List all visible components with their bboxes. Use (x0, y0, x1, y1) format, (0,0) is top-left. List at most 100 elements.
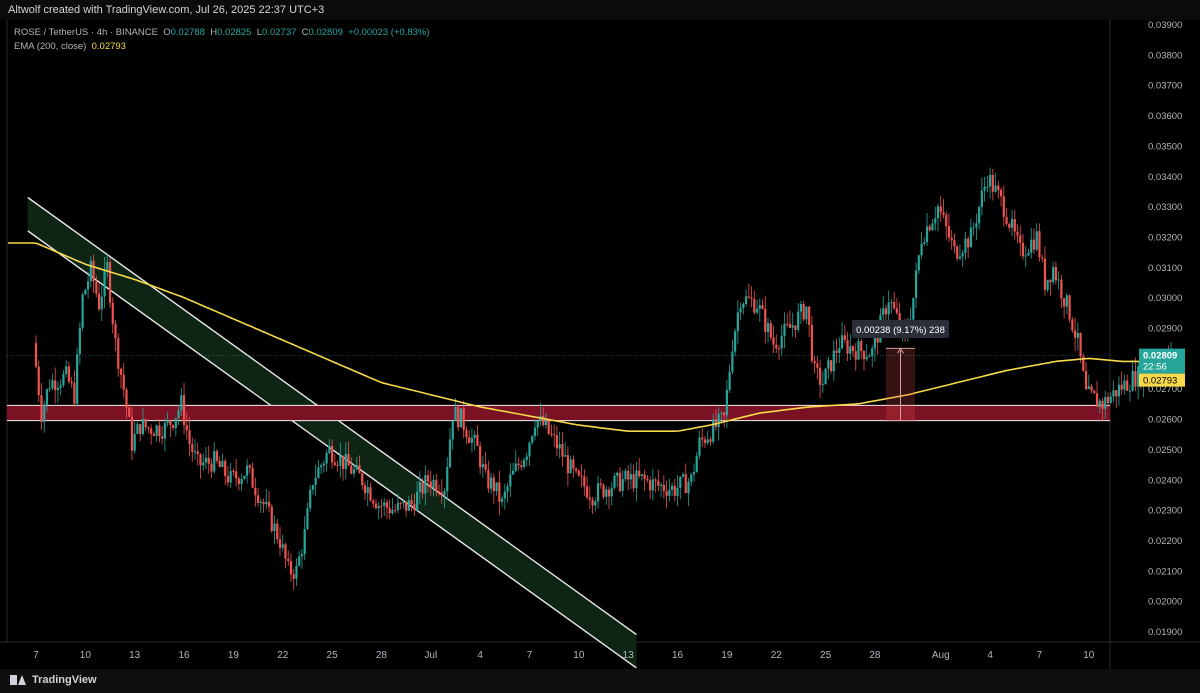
candle-body (695, 455, 698, 473)
candle-body (816, 363, 819, 368)
candle-body (210, 463, 213, 472)
candle-body (684, 474, 687, 494)
candle-body (994, 185, 997, 192)
candle-body (1076, 332, 1079, 338)
candle-body (1120, 384, 1123, 390)
candle-body (161, 436, 164, 439)
candle-body (196, 451, 199, 455)
resistance-zone[interactable] (7, 355, 1110, 422)
candle-body (865, 356, 868, 360)
candle-body (407, 500, 410, 511)
candle-body (588, 497, 591, 500)
tradingview-logo[interactable]: TradingView (10, 674, 97, 686)
candle-body (871, 348, 874, 357)
y-tick-label: 0.03500 (1148, 141, 1182, 152)
candle-body (698, 437, 701, 456)
candle-body (152, 433, 155, 436)
candle-body (169, 420, 172, 426)
top-bar: Altwolf created with TradingView.com, Ju… (0, 0, 1200, 20)
candle-body (440, 492, 443, 496)
candle-body (465, 429, 468, 438)
price-chart[interactable]: 0.00238 (9.17%) 238 0.03900 0.03800 0.0370… (0, 0, 1200, 669)
candle-body (725, 389, 728, 416)
ema-line (8, 242, 1176, 433)
candle-body (632, 474, 635, 489)
candle-body (643, 474, 646, 480)
candle-body (446, 467, 449, 492)
candle-body (555, 435, 559, 449)
candle-body (246, 465, 249, 476)
candle-body (967, 238, 970, 248)
x-tick-label: 22 (771, 650, 783, 661)
candle-body (764, 308, 767, 332)
candle-body (561, 444, 564, 457)
y-tick-label: 0.03800 (1148, 50, 1182, 61)
candle-body (772, 337, 775, 345)
candle-body (355, 465, 358, 470)
y-tick-label: 0.02600 (1148, 415, 1182, 426)
candle-body (591, 499, 594, 506)
candle-body (459, 408, 463, 428)
candle-body (495, 482, 498, 492)
candle-body (339, 455, 342, 466)
candle-body (385, 502, 389, 508)
candle-body (443, 491, 446, 496)
candle-body (569, 459, 572, 474)
candle-body (1021, 242, 1025, 257)
candle-body (928, 226, 931, 231)
candle-body (964, 238, 967, 253)
last-price-tag-value: 0.02809 (1143, 351, 1177, 362)
y-tick-label: 0.02100 (1148, 566, 1182, 577)
price-axis[interactable]: 0.03900 0.03800 0.03700 0.03600 0.03500 0.034… (1148, 20, 1182, 638)
candle-body (868, 356, 871, 358)
candle-body (621, 479, 624, 491)
candle-body (1030, 239, 1033, 253)
y-tick-label: 0.02000 (1148, 597, 1182, 608)
candle-body (544, 420, 548, 426)
last-price-tag (1139, 348, 1185, 374)
candle-body (344, 454, 347, 470)
x-tick-label: 7 (33, 650, 39, 661)
candle-body (490, 477, 493, 489)
candle-body (498, 482, 501, 502)
time-axis[interactable]: 7 10 13 16 19 22 25 28 Jul 4 7 10 13 16 19 22 25 28 Aug 4 7 1… (33, 650, 1095, 661)
legend-symbol[interactable]: ROSE / TetherUS · 4h · BINANCE (14, 27, 158, 38)
candle-body (84, 289, 87, 295)
candle-body (500, 498, 504, 502)
candle-body (292, 574, 295, 579)
candle-body (336, 465, 339, 467)
candle-body (150, 428, 153, 434)
candle-body (624, 470, 627, 480)
descending-channel[interactable] (27, 196, 637, 669)
candle-body (799, 303, 803, 312)
candle-body (983, 186, 986, 191)
candle-body (100, 296, 103, 310)
candle-body (613, 475, 616, 488)
x-tick-label: 25 (327, 650, 339, 661)
candle-body (95, 281, 98, 294)
candle-body (377, 505, 380, 509)
candle-body (278, 539, 282, 548)
candle-body (232, 471, 235, 473)
candle-body (177, 410, 180, 419)
measure-label: 0.00238 (9.17%) 238 (856, 325, 945, 336)
candle-body (40, 395, 43, 422)
candle-body (681, 474, 685, 477)
candle-body (577, 470, 580, 476)
candle-body (572, 459, 575, 469)
candle-body (435, 479, 438, 492)
legend-change: +0.00023 (+0.83%) (348, 27, 430, 38)
measure-tool[interactable]: 0.00238 (9.17%) 238 (852, 320, 949, 422)
x-tick-label: 10 (573, 650, 585, 661)
candle-body (117, 338, 120, 369)
candle-body (65, 366, 68, 374)
candle-body (37, 366, 40, 396)
candle-body (846, 340, 849, 354)
candle-body (374, 503, 378, 509)
candle-body (972, 227, 975, 229)
legend-ema-label[interactable]: EMA (200, close) (14, 41, 87, 52)
candle-body (48, 388, 51, 390)
candle-body (76, 354, 79, 404)
channel-fill (27, 197, 637, 668)
candle-body (202, 462, 205, 466)
